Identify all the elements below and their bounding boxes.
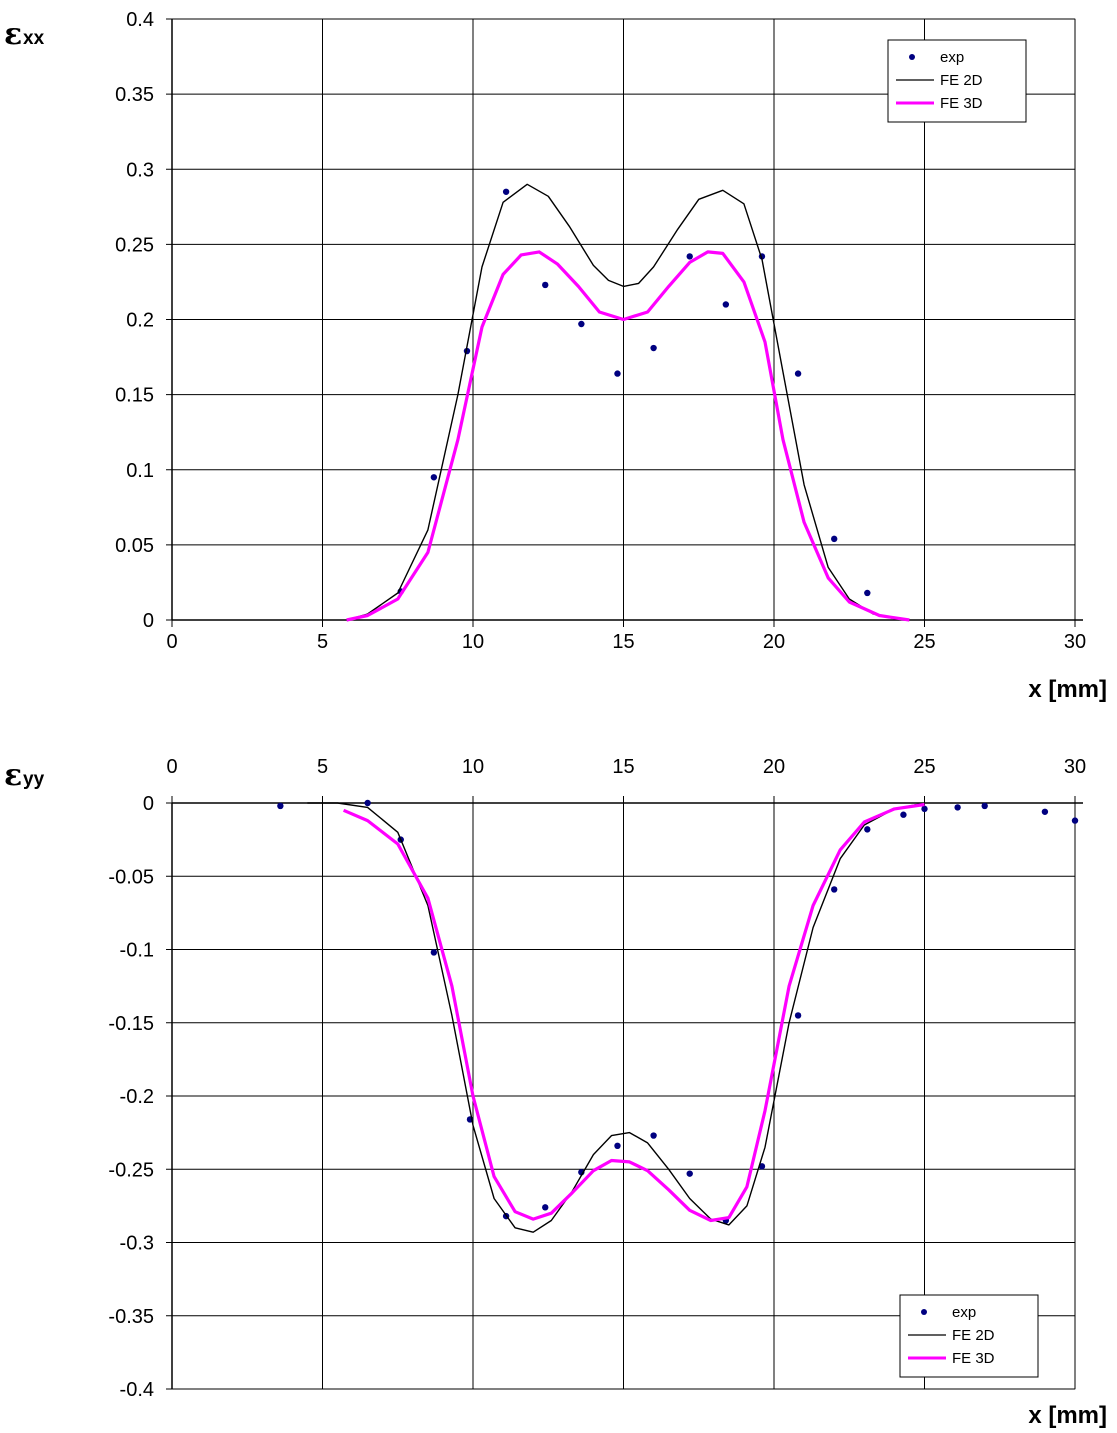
legend-marker-exp (909, 54, 915, 60)
y-axis-label-symbol: ε (4, 17, 22, 52)
y-axis-label-subscript: xx (23, 28, 45, 49)
y-tick-label: -0.05 (108, 866, 154, 888)
x-tick-label: 30 (1064, 631, 1086, 653)
exp-data-point (686, 253, 693, 260)
x-tick-label: 25 (913, 756, 935, 778)
exp-data-point (758, 1163, 766, 1170)
y-tick-label: 0.35 (115, 84, 154, 106)
exp-data-point (794, 1012, 802, 1019)
x-tick-label: 15 (612, 631, 634, 653)
y-tick-label: -0.15 (108, 1013, 154, 1035)
y-tick-label: 0.3 (126, 159, 154, 181)
x-tick-label: 20 (763, 631, 785, 653)
legend-entry: exp (940, 49, 964, 66)
x-tick-label: 10 (462, 756, 484, 778)
exp-data-point (954, 804, 961, 811)
legend-marker-exp (921, 1309, 927, 1315)
y-tick-label: -0.25 (108, 1159, 154, 1181)
y-tick-label: -0.4 (120, 1379, 154, 1401)
y-tick-label: -0.3 (120, 1233, 154, 1255)
y-tick-label: 0.2 (126, 310, 154, 332)
exp-data-point (578, 320, 585, 328)
exp-data-point (921, 805, 928, 813)
exp-data-point (864, 589, 871, 597)
exp-data-point (686, 1170, 693, 1177)
exp-data-point (502, 188, 510, 195)
exp-data-point (831, 535, 838, 543)
exp-data-point (900, 811, 907, 818)
x-tick-label: 20 (763, 756, 785, 778)
y-tick-label: 0.1 (126, 460, 154, 482)
y-tick-label: -0.2 (120, 1086, 154, 1108)
exp-data-point (614, 1142, 621, 1150)
x-tick-label: 15 (612, 756, 634, 778)
exp-data-point (430, 474, 438, 481)
y-axis-label-symbol: ε (4, 758, 22, 793)
exp-data-point (542, 281, 549, 289)
exp-data-point (277, 802, 284, 810)
chart-eyy: 0 -0.05 -0.1 -0.15 -0.2 -0.25 -0.3 -0.35 -0.4 0 5 1… (4, 756, 1107, 1429)
x-tick-label: 25 (913, 631, 935, 653)
series-line-fe-2d (346, 183, 901, 621)
y-tick-label: 0.4 (126, 9, 154, 31)
legend: exp FE 2D FE 3D (887, 39, 1027, 123)
x-axis-label: x [mm] (1028, 676, 1107, 703)
legend-entry: FE 2D (940, 72, 983, 89)
legend: exp FE 2D FE 3D (899, 1294, 1039, 1378)
x-tick-label: 0 (166, 756, 177, 778)
x-tick-label: 0 (166, 631, 177, 653)
chart-exx: 0.4 0.35 0.3 0.25 0.2 0.15 0.1 0.05 00 5 10 15 20 25 3… (4, 9, 1107, 703)
y-tick-label: 0 (143, 793, 154, 815)
exp-data-point (981, 802, 988, 810)
legend-entry: FE 3D (952, 1350, 995, 1367)
exp-data-point (831, 886, 838, 893)
x-tick-label: 5 (317, 756, 328, 778)
series-line-fe-3d (346, 250, 910, 622)
x-axis-label: x [mm] (1028, 1402, 1107, 1429)
legend-entry: FE 2D (952, 1327, 995, 1344)
exp-data-point (614, 370, 621, 377)
x-tick-label: 10 (462, 631, 484, 653)
exp-data-point (794, 370, 802, 377)
series-line-fe-2d (307, 802, 925, 1233)
y-tick-label: -0.35 (108, 1306, 154, 1328)
exp-data-point (364, 799, 371, 807)
y-tick-label: 0 (143, 610, 154, 632)
legend-entry: FE 3D (940, 95, 983, 112)
y-tick-label: -0.1 (120, 940, 154, 962)
series-line-fe-3d (342, 802, 925, 1223)
x-tick-label: 5 (317, 631, 328, 653)
legend-box (887, 39, 1027, 123)
exp-data-point (1071, 817, 1079, 824)
y-tick-label: 0.25 (115, 234, 154, 256)
exp-data-point (1041, 808, 1049, 815)
exp-data-point (722, 301, 730, 308)
y-axis-label-subscript: yy (23, 769, 45, 790)
y-tick-label: 0.05 (115, 535, 154, 557)
exp-data-point (864, 826, 871, 833)
x-tick-label: 30 (1064, 756, 1086, 778)
exp-data-point (542, 1204, 549, 1211)
exp-data-point (650, 344, 657, 352)
y-tick-label: 0.15 (115, 385, 154, 407)
legend-entry: exp (952, 1304, 976, 1321)
exp-data-point (650, 1132, 657, 1139)
exp-data-point (430, 949, 438, 956)
legend-box (899, 1294, 1039, 1378)
